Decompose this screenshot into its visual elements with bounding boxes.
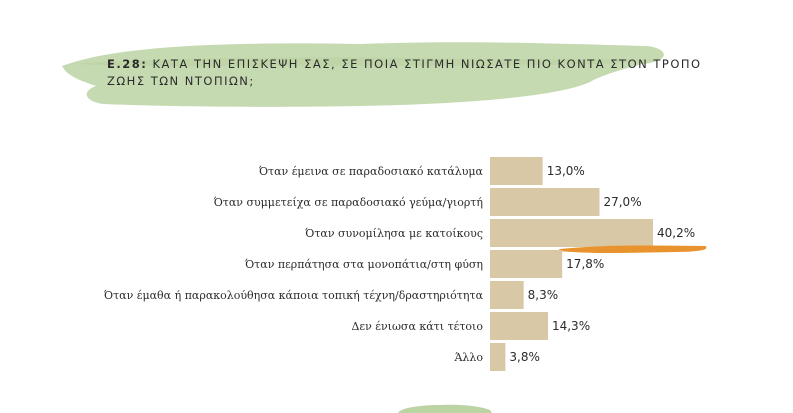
value-label-1: 13,0% <box>547 164 585 178</box>
value-label-2: 27,0% <box>603 195 641 209</box>
category-label-3: Όταν συνομίλησα με κατοίκους <box>305 227 483 240</box>
question-number: Ε.28: <box>107 57 148 71</box>
highlight-underline <box>559 245 707 253</box>
category-label-7: Άλλο <box>453 351 483 364</box>
bar-7 <box>490 343 506 371</box>
bar-1 <box>490 157 543 185</box>
bar-4 <box>490 250 563 278</box>
bar-5 <box>490 281 524 309</box>
category-label-6: Δεν ένιωσα κάτι τέτοιο <box>351 320 483 333</box>
value-label-5: 8,3% <box>528 288 559 302</box>
category-label-4: Όταν περπάτησα στα μονοπάτια/στη φύση <box>245 258 483 271</box>
bar-3 <box>490 219 653 247</box>
category-label-2: Όταν συμμετείχα σε παραδοσιακό γεύμα/γιο… <box>214 196 483 209</box>
question-heading: Ε.28: ΚΑΤΑ ΤΗΝ ΕΠΙΣΚΕΨΗ ΣΑΣ, ΣΕ ΠΟΙΑ ΣΤΙ… <box>107 56 707 90</box>
bottom-brush-stroke <box>398 404 492 413</box>
value-label-7: 3,8% <box>509 350 540 364</box>
heading-brush-streak <box>70 57 660 67</box>
category-label-1: Όταν έμεινα σε παραδοσιακό κατάλυμα <box>259 165 484 178</box>
question-text: ΚΑΤΑ ΤΗΝ ΕΠΙΣΚΕΨΗ ΣΑΣ, ΣΕ ΠΟΙΑ ΣΤΙΓΜΗ ΝΙ… <box>107 57 702 88</box>
bar-2 <box>490 188 600 216</box>
value-label-4: 17,8% <box>566 257 604 271</box>
bar-6 <box>490 312 548 340</box>
value-label-3: 40,2% <box>657 226 695 240</box>
category-label-5: Όταν έμαθα ή παρακολούθησα κάποια τοπική… <box>104 289 484 302</box>
value-label-6: 14,3% <box>552 319 590 333</box>
